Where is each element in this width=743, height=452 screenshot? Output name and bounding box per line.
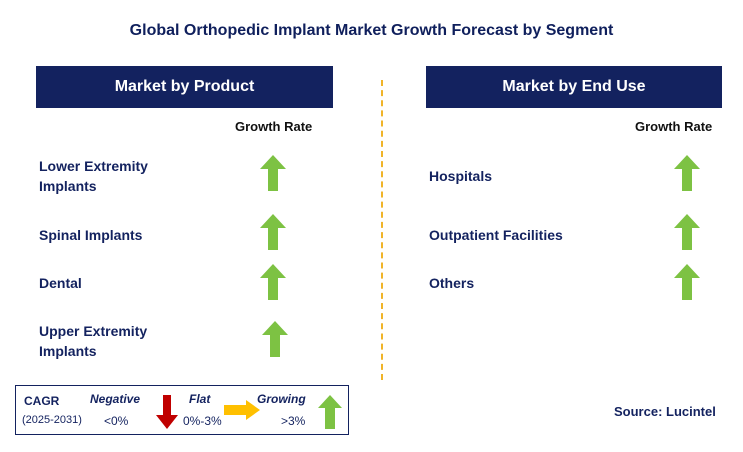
legend-negative-range: <0% [104,414,129,428]
product-panel-header: Market by Product [36,66,333,108]
product-row-upper-extremity: Upper Extremity Implants [39,321,147,361]
growing-up-arrow-icon [260,155,286,191]
end-use-row-outpatient: Outpatient Facilities [429,225,563,245]
row-label-line: Others [429,275,475,291]
end-use-growth-rate-label: Growth Rate [635,119,713,134]
panel-divider [381,80,383,380]
end-use-row-hospitals: Hospitals [429,166,492,186]
growing-up-arrow-icon [674,264,700,300]
growing-up-arrow-icon [674,214,700,250]
growing-up-arrow-icon [260,264,286,300]
source-label: Source: Lucintel [614,404,716,419]
growing-up-arrow-icon [260,214,286,250]
legend-flat-range: 0%-3% [183,414,222,428]
product-row-spinal: Spinal Implants [39,225,142,245]
end-use-panel-header: Market by End Use [426,66,722,108]
cagr-legend: CAGR (2025-2031) Negative <0% Flat 0%-3%… [15,385,349,435]
product-panel-header-label: Market by Product [114,78,255,95]
legend-negative-label: Negative [90,392,141,406]
legend-growing-label: Growing [257,392,306,406]
row-label-line: Spinal Implants [39,227,143,243]
row-label-line: Implants [39,343,97,359]
row-label-line: Lower Extremity [39,158,148,174]
page-title: Global Orthopedic Implant Market Growth … [129,22,614,39]
row-label-line: Upper Extremity [39,323,148,339]
growing-up-arrow-icon [318,395,342,429]
end-use-row-others: Others [429,273,474,293]
product-row-dental: Dental [39,273,82,293]
legend-growing-range: >3% [281,414,306,428]
row-label-line: Implants [39,178,97,194]
legend-flat-label: Flat [189,392,211,406]
row-label-line: Outpatient Facilities [429,227,563,243]
row-label-line: Dental [39,275,82,291]
product-growth-rate-label: Growth Rate [235,119,313,134]
negative-down-arrow-icon [156,395,178,429]
row-label-line: Hospitals [429,168,493,184]
legend-cagr-label: CAGR [24,394,60,408]
legend-period: (2025-2031) [22,414,82,426]
growing-up-arrow-icon [674,155,700,191]
product-row-lower-extremity: Lower Extremity Implants [39,156,148,196]
flat-right-arrow-icon [224,400,260,420]
end-use-panel-header-label: Market by End Use [502,78,646,95]
growing-up-arrow-icon [262,321,288,357]
